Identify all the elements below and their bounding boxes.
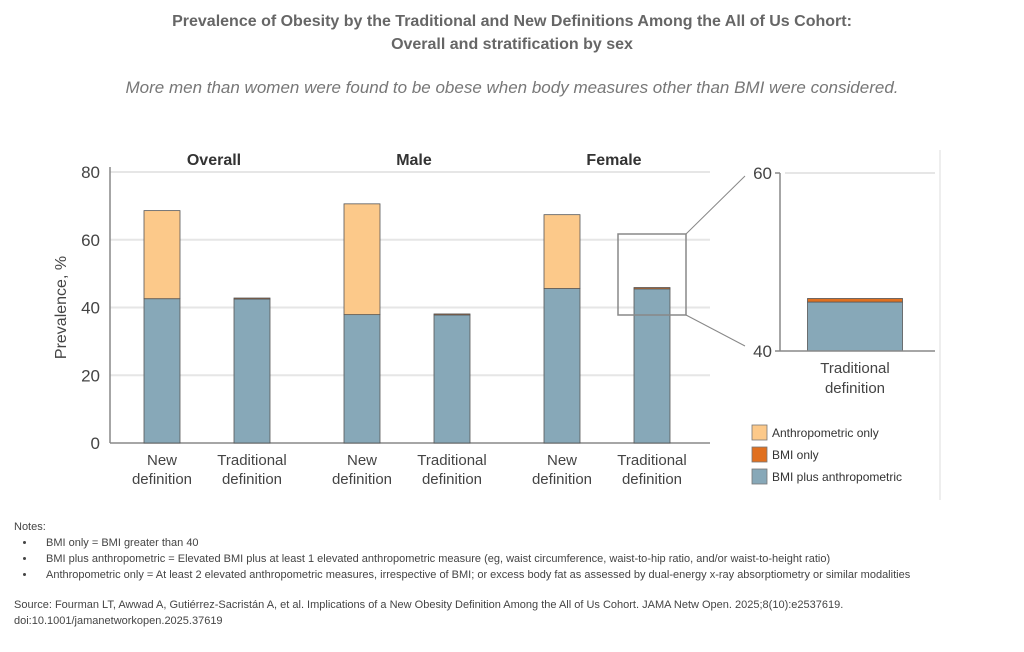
group-label: Overall — [187, 152, 241, 169]
bar-segment-bmi-plus-anthropometric — [633, 288, 671, 444]
notes-heading: Notes: — [14, 521, 46, 533]
source-citation: Source: Fourman LT, Awwad A, Gutiérrez-S… — [14, 599, 844, 627]
bar-segment-anthropometric-only — [343, 203, 381, 316]
chart-title: Prevalence of Obesity by the Traditional… — [0, 10, 1024, 56]
x-tick-label: definition — [132, 471, 192, 488]
legend-swatch — [751, 468, 768, 485]
inset-y-tick-label: 60 — [753, 164, 772, 183]
legend-label: BMI plus anthropometric — [772, 470, 902, 484]
title-line-1: Prevalence of Obesity by the Traditional… — [172, 13, 852, 30]
x-tick-label: Traditional — [617, 452, 686, 469]
inset-x-tick-label: definition — [825, 380, 885, 397]
legend-label: BMI only — [772, 448, 819, 462]
x-tick-label: Traditional — [217, 452, 286, 469]
x-tick-label: Traditional — [417, 452, 486, 469]
y-tick-label: 60 — [81, 231, 100, 250]
y-axis-label: Prevalence, % — [53, 256, 70, 359]
group-label: Female — [586, 152, 641, 169]
bar-segment-bmi-only — [633, 287, 671, 290]
zoom-connector-top — [685, 175, 746, 235]
bar-segment-anthropometric-only — [543, 214, 581, 289]
legend-swatch — [751, 446, 768, 463]
bar-segment-bmi-plus-anthropometric — [233, 298, 271, 444]
x-tick-label: New — [147, 452, 177, 469]
bar-segment-bmi-plus-anthropometric — [343, 314, 381, 444]
inset-y-tick-label: 40 — [753, 342, 772, 361]
bar-segment-bmi-only — [233, 297, 271, 300]
x-tick-label: definition — [532, 471, 592, 488]
stacked-bar-chart: 0 20 40 60 80 Prevalence, % Overall New definiti… — [53, 150, 941, 500]
x-tick-label: New — [347, 452, 377, 469]
x-tick-label: definition — [222, 471, 282, 488]
y-tick-label: 20 — [81, 366, 100, 385]
bar-segment-bmi-plus-anthropometric — [433, 314, 471, 444]
y-tick-label: 80 — [81, 163, 100, 182]
inset-x-tick-label: Traditional — [820, 360, 889, 377]
note-item: BMI only = BMI greater than 40 — [36, 535, 910, 551]
title-line-2: Overall and stratification by sex — [391, 36, 633, 53]
note-item: Anthropometric only = At least 2 elevate… — [36, 567, 910, 583]
legend-label: Anthropometric only — [772, 426, 879, 440]
group-label: Male — [396, 152, 432, 169]
inset-bar-segment-bmi-only — [807, 298, 903, 303]
bar-segment-bmi-only — [433, 313, 471, 316]
note-item: BMI plus anthropometric = Elevated BMI p… — [36, 551, 910, 567]
notes: Notes: BMI only = BMI greater than 40 BM… — [14, 519, 910, 583]
bar-segment-anthropometric-only — [143, 210, 181, 300]
x-tick-label: definition — [622, 471, 682, 488]
y-tick-label: 0 — [91, 434, 100, 453]
x-tick-label: New — [547, 452, 577, 469]
bar-segment-bmi-plus-anthropometric — [543, 288, 581, 444]
x-tick-label: definition — [422, 471, 482, 488]
zoom-connector-bottom — [685, 314, 746, 347]
zoom-box — [617, 233, 687, 316]
y-tick-label: 40 — [81, 299, 100, 318]
inset-bar-segment-bmi-plus-anthropometric — [807, 301, 903, 352]
bar-segment-bmi-plus-anthropometric — [143, 298, 181, 444]
chart-subtitle: More men than women were found to be obe… — [125, 78, 899, 97]
legend-swatch — [751, 424, 768, 441]
x-tick-label: definition — [332, 471, 392, 488]
